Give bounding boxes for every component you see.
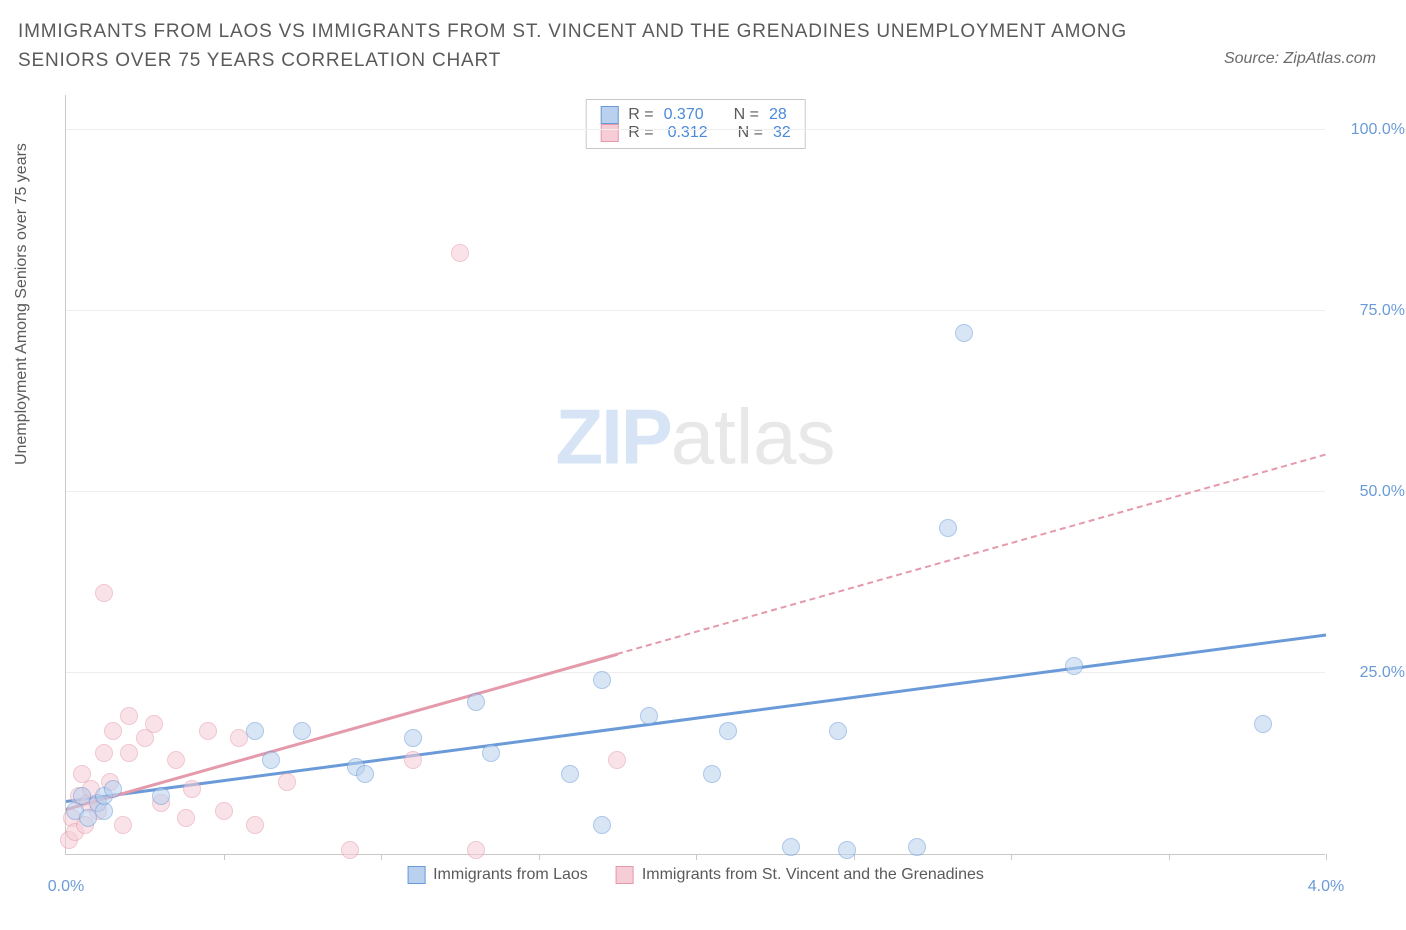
data-point — [608, 751, 626, 769]
data-point — [955, 324, 973, 342]
data-point — [482, 744, 500, 762]
y-tick-label: 100.0% — [1335, 121, 1405, 139]
data-point — [293, 722, 311, 740]
data-point — [719, 722, 737, 740]
swatch-svg — [616, 866, 634, 884]
data-point — [908, 838, 926, 856]
data-point — [167, 751, 185, 769]
data-point — [451, 244, 469, 262]
data-point — [640, 707, 658, 725]
legend-label-svg: Immigrants from St. Vincent and the Gren… — [642, 866, 984, 884]
watermark: ZIPatlas — [555, 391, 835, 482]
data-point — [246, 816, 264, 834]
y-axis-label: Unemployment Among Seniors over 75 years — [13, 143, 31, 465]
data-point — [262, 751, 280, 769]
data-point — [177, 809, 195, 827]
correlation-stats-box: R = 0.370 N = 28 R = 0.312 N = 32 — [585, 99, 806, 149]
legend-label-laos: Immigrants from Laos — [433, 866, 588, 884]
data-point — [467, 841, 485, 859]
data-point — [593, 671, 611, 689]
gridline — [66, 491, 1325, 492]
gridline — [66, 310, 1325, 311]
data-point — [829, 722, 847, 740]
watermark-atlas: atlas — [671, 392, 836, 480]
chart-plot-area: ZIPatlas R = 0.370 N = 28 R = 0.312 N = … — [65, 95, 1325, 855]
x-tick — [1169, 854, 1170, 860]
data-point — [467, 693, 485, 711]
data-point — [356, 765, 374, 783]
data-point — [95, 584, 113, 602]
x-tick — [1011, 854, 1012, 860]
chart-title: IMMIGRANTS FROM LAOS VS IMMIGRANTS FROM … — [18, 18, 1156, 75]
r-value-laos: 0.370 — [664, 106, 704, 124]
y-tick-label: 25.0% — [1335, 664, 1405, 682]
stats-row-laos: R = 0.370 N = 28 — [600, 106, 791, 124]
data-point — [183, 780, 201, 798]
y-tick-label: 75.0% — [1335, 302, 1405, 320]
swatch-svg — [600, 124, 618, 142]
data-point — [1065, 657, 1083, 675]
n-value-svg: 32 — [773, 124, 791, 142]
data-point — [104, 722, 122, 740]
n-label: N = — [738, 124, 763, 142]
r-label: R = — [628, 106, 653, 124]
x-tick — [539, 854, 540, 860]
legend-item-svg: Immigrants from St. Vincent and the Gren… — [616, 866, 984, 884]
x-tick-label: 0.0% — [48, 878, 84, 896]
data-point — [120, 707, 138, 725]
data-point — [838, 841, 856, 859]
data-point — [782, 838, 800, 856]
data-point — [593, 816, 611, 834]
data-point — [95, 744, 113, 762]
data-point — [1254, 715, 1272, 733]
data-point — [215, 802, 233, 820]
legend: Immigrants from Laos Immigrants from St.… — [407, 866, 984, 884]
r-label: R = — [628, 124, 653, 142]
n-label: N = — [734, 106, 759, 124]
data-point — [246, 722, 264, 740]
x-tick — [696, 854, 697, 860]
source-attribution: Source: ZipAtlas.com — [1224, 50, 1376, 68]
x-tick — [1326, 854, 1327, 860]
data-point — [278, 773, 296, 791]
data-point — [404, 729, 422, 747]
gridline — [66, 129, 1325, 130]
r-value-svg: 0.312 — [668, 124, 708, 142]
data-point — [114, 816, 132, 834]
x-tick — [224, 854, 225, 860]
stats-row-svg: R = 0.312 N = 32 — [600, 124, 791, 142]
data-point — [145, 715, 163, 733]
y-tick-label: 50.0% — [1335, 483, 1405, 501]
data-point — [404, 751, 422, 769]
legend-item-laos: Immigrants from Laos — [407, 866, 588, 884]
gridline — [66, 672, 1325, 673]
trend-line — [617, 454, 1326, 655]
x-tick-label: 4.0% — [1308, 878, 1344, 896]
n-value-laos: 28 — [769, 106, 787, 124]
data-point — [152, 787, 170, 805]
swatch-laos — [407, 866, 425, 884]
x-tick — [381, 854, 382, 860]
data-point — [561, 765, 579, 783]
swatch-laos — [600, 106, 618, 124]
trend-line — [66, 634, 1326, 803]
watermark-zip: ZIP — [555, 392, 670, 480]
data-point — [104, 780, 122, 798]
data-point — [703, 765, 721, 783]
data-point — [199, 722, 217, 740]
data-point — [120, 744, 138, 762]
data-point — [939, 519, 957, 537]
data-point — [341, 841, 359, 859]
